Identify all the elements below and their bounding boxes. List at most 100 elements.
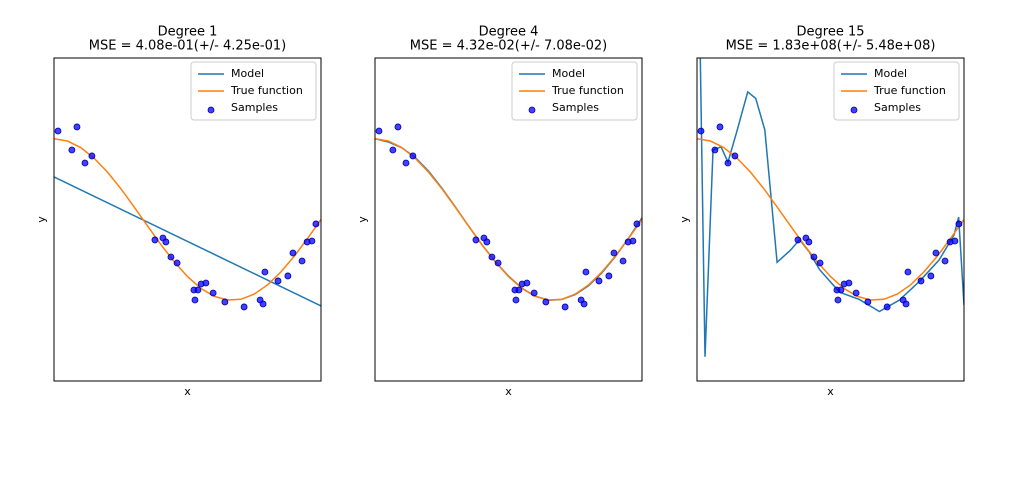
sample-point xyxy=(794,236,802,244)
sample-point xyxy=(731,152,739,160)
sample-point xyxy=(955,220,963,228)
sample-point xyxy=(289,249,297,257)
sample-point xyxy=(209,289,217,297)
legend-label: Samples xyxy=(552,101,599,114)
sample-point xyxy=(595,277,603,285)
chart-title: Degree 15 xyxy=(797,25,865,40)
sample-point xyxy=(472,236,480,244)
legend-label: Samples xyxy=(874,101,921,114)
legend-swatch xyxy=(207,106,215,114)
y-axis-label: y xyxy=(678,216,691,223)
sample-point xyxy=(240,303,248,311)
sample-point xyxy=(951,237,959,245)
sample-point xyxy=(261,268,269,276)
sample-point xyxy=(54,127,62,135)
sample-point xyxy=(523,279,531,287)
sample-point xyxy=(716,123,724,131)
sample-point xyxy=(864,298,872,306)
y-axis-label: y xyxy=(35,216,48,223)
sample-point xyxy=(515,286,523,294)
sample-point xyxy=(284,272,292,280)
sample-point xyxy=(932,249,940,257)
x-axis-label: x xyxy=(184,385,191,398)
legend-label: True function xyxy=(551,84,624,97)
sample-point xyxy=(619,257,627,265)
sample-point xyxy=(88,152,96,160)
chart-subtitle: MSE = 4.08e-01(+/- 4.25e-01) xyxy=(89,39,286,54)
sample-point xyxy=(483,238,491,246)
sample-point xyxy=(633,220,641,228)
sample-point xyxy=(194,286,202,294)
model-line xyxy=(699,58,964,357)
axes-frame xyxy=(374,57,643,382)
sample-point xyxy=(488,253,496,261)
sample-point xyxy=(917,277,925,285)
sample-point xyxy=(308,237,316,245)
sample-point xyxy=(629,237,637,245)
legend-label: True function xyxy=(230,84,303,97)
model-line xyxy=(54,176,321,307)
sample-point xyxy=(389,146,397,154)
legend-box xyxy=(190,61,317,121)
sample-point xyxy=(941,257,949,265)
sample-point xyxy=(409,152,417,160)
sample-point xyxy=(902,300,910,308)
sample-point xyxy=(394,123,402,131)
sample-point xyxy=(605,272,613,280)
sample-point xyxy=(162,238,170,246)
legend-label: Model xyxy=(552,67,585,80)
sample-point xyxy=(697,127,705,135)
sample-point xyxy=(191,296,199,304)
axes-frame xyxy=(696,57,965,382)
axes-frame xyxy=(53,57,322,382)
model-line xyxy=(375,138,642,301)
sample-point xyxy=(81,159,89,167)
sample-point xyxy=(542,298,550,306)
sample-point xyxy=(312,220,320,228)
chart-title: Degree 4 xyxy=(479,25,539,40)
sample-point xyxy=(724,159,732,167)
sample-point xyxy=(845,279,853,287)
sample-point xyxy=(402,159,410,167)
plot-area xyxy=(697,58,964,357)
plot-area xyxy=(54,123,321,311)
sample-point xyxy=(816,259,824,267)
legend-label: Model xyxy=(231,67,264,80)
sample-point xyxy=(582,268,590,276)
sample-point xyxy=(805,238,813,246)
legend-swatch xyxy=(528,106,536,114)
x-axis-label: x xyxy=(505,385,512,398)
sample-point xyxy=(494,259,502,267)
sample-point xyxy=(561,303,569,311)
model-line xyxy=(697,138,964,301)
sample-point xyxy=(610,249,618,257)
legend-box xyxy=(833,61,960,121)
plot-area xyxy=(375,123,642,311)
sample-point xyxy=(167,253,175,261)
legend-label: Samples xyxy=(231,101,278,114)
legend-box xyxy=(511,61,638,121)
sample-point xyxy=(274,277,282,285)
sample-point xyxy=(173,259,181,267)
sample-point xyxy=(68,146,76,154)
sample-point xyxy=(530,289,538,297)
sample-point xyxy=(221,298,229,306)
sample-point xyxy=(837,286,845,294)
sample-point xyxy=(810,253,818,261)
model-line xyxy=(54,138,321,301)
sample-point xyxy=(580,300,588,308)
x-axis-label: x xyxy=(827,385,834,398)
chart-title: Degree 1 xyxy=(158,25,218,40)
sample-point xyxy=(298,257,306,265)
sample-point xyxy=(834,296,842,304)
sample-point xyxy=(852,289,860,297)
sample-point xyxy=(375,127,383,135)
y-axis-label: y xyxy=(356,216,369,223)
sample-point xyxy=(711,146,719,154)
legend-label: True function xyxy=(873,84,946,97)
chart-subtitle: MSE = 4.32e-02(+/- 7.08e-02) xyxy=(410,39,607,54)
sample-point xyxy=(512,296,520,304)
sample-point xyxy=(904,268,912,276)
sample-point xyxy=(202,279,210,287)
sample-point xyxy=(883,303,891,311)
